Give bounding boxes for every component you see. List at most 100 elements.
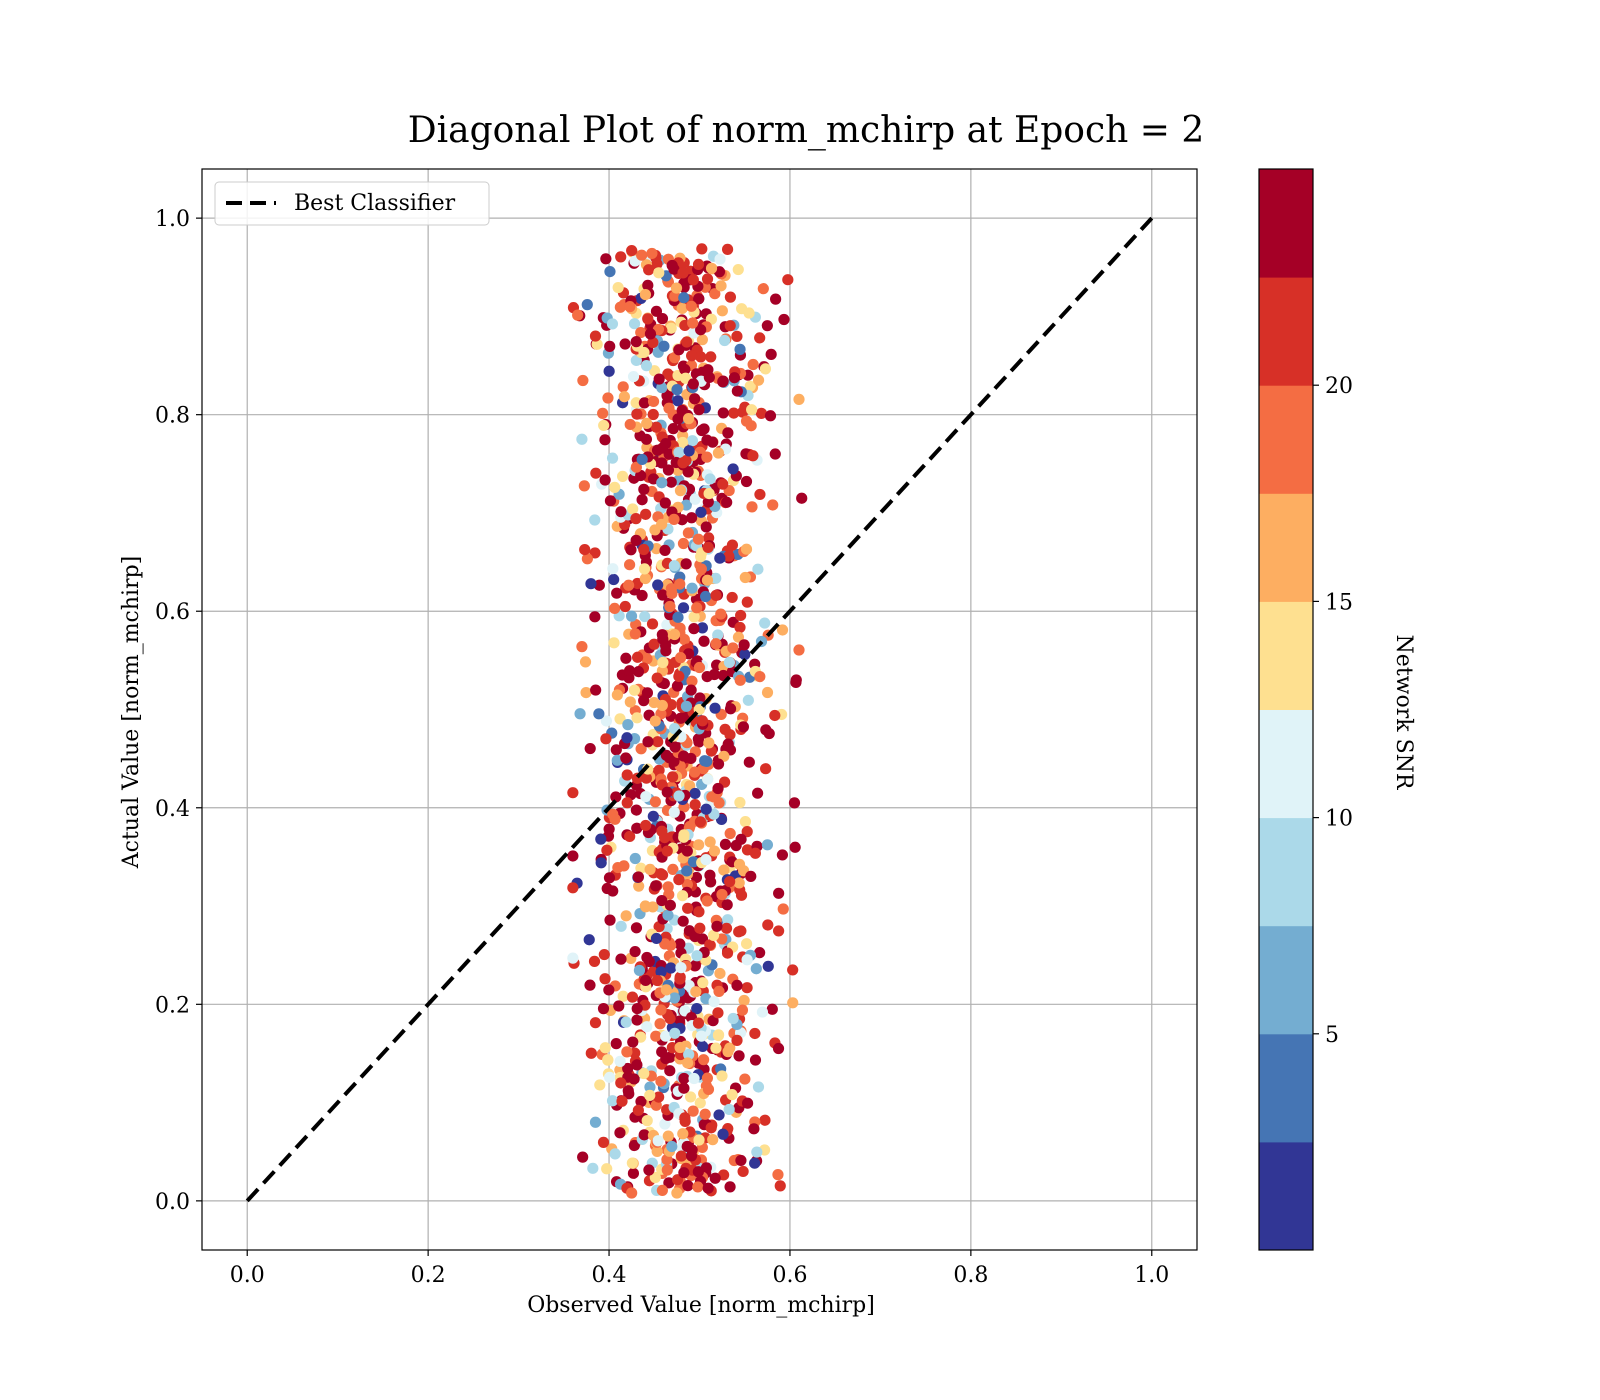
scatter-point xyxy=(639,572,651,585)
scatter-point xyxy=(701,273,714,285)
scatter-point xyxy=(701,755,713,767)
scatter-point xyxy=(679,363,691,376)
best-classifier-line xyxy=(245,216,1154,1203)
scatter-point xyxy=(689,960,701,972)
scatter-point xyxy=(615,1077,627,1089)
scatter-point xyxy=(681,336,693,348)
scatter-point xyxy=(688,1072,700,1085)
scatter-point xyxy=(662,1130,674,1142)
scatter-point xyxy=(715,280,727,292)
scatter-point xyxy=(712,782,724,795)
scatter-point xyxy=(567,850,579,862)
scatter-point xyxy=(740,543,753,555)
scatter-point xyxy=(666,1140,678,1153)
scatter-point xyxy=(680,558,692,570)
colorbar-tick-label: 20 xyxy=(1325,374,1353,399)
scatter-point xyxy=(723,550,735,562)
scatter-point xyxy=(747,358,759,371)
scatter-point xyxy=(601,1163,613,1175)
scatter-point xyxy=(631,712,643,724)
scatter-point xyxy=(608,573,620,586)
scatter-point xyxy=(698,1054,710,1066)
scatter-point xyxy=(738,639,750,651)
scatter-point xyxy=(628,684,641,696)
scatter-point xyxy=(695,563,707,575)
scatter-point xyxy=(659,938,671,950)
scatter-point xyxy=(668,992,681,1004)
scatter-point xyxy=(638,1067,650,1080)
scatter-point xyxy=(656,1184,668,1197)
scatter-point xyxy=(694,816,706,828)
scatter-point xyxy=(655,1075,667,1087)
scatter-point xyxy=(788,797,801,809)
scatter-point xyxy=(769,709,781,722)
scatter-point xyxy=(790,674,802,686)
scatter-point xyxy=(647,408,659,421)
scatter-point xyxy=(579,656,592,668)
scatter-point xyxy=(773,925,785,937)
scatter-point xyxy=(600,733,612,745)
scatter-point xyxy=(611,587,623,599)
scatter-point xyxy=(702,496,714,508)
scatter-point xyxy=(636,494,648,506)
scatter-point xyxy=(689,393,701,405)
scatter-point xyxy=(657,589,669,601)
colorbar-tick-label: 15 xyxy=(1325,590,1353,615)
scatter-point xyxy=(663,1177,675,1189)
scatter-point xyxy=(660,984,672,996)
scatter-point xyxy=(662,909,674,921)
scatter-point xyxy=(721,496,733,508)
scatter-point xyxy=(671,680,684,692)
scatter-point xyxy=(739,648,751,661)
scatter-point xyxy=(749,1027,761,1040)
scatter-point xyxy=(702,1083,715,1095)
scatter-point xyxy=(650,421,662,433)
x-tick-label: 0.8 xyxy=(953,1263,988,1288)
scatter-point xyxy=(577,1151,589,1163)
scatter-point xyxy=(658,340,670,352)
scatter-point xyxy=(604,914,616,926)
x-tick-label: 0.6 xyxy=(772,1263,807,1288)
colorbar-label: Network SNR xyxy=(1391,635,1416,791)
scatter-point xyxy=(606,318,619,330)
scatter-point xyxy=(599,1042,611,1054)
scatter-point xyxy=(699,1108,711,1120)
scatter-point xyxy=(693,1134,705,1146)
scatter-point xyxy=(647,336,659,349)
scatter-point xyxy=(734,796,746,809)
scatter-point xyxy=(589,611,601,623)
scatter-point xyxy=(656,382,668,394)
scatter-point xyxy=(636,453,648,466)
scatter-point xyxy=(710,638,722,650)
scatter-point xyxy=(713,985,725,998)
scatter-point xyxy=(754,670,766,683)
scatter-point xyxy=(759,1114,771,1126)
scatter-point xyxy=(576,641,588,653)
scatter-point xyxy=(761,839,774,851)
scatter-point xyxy=(567,882,579,894)
scatter-point xyxy=(682,902,694,914)
scatter-point xyxy=(676,302,688,315)
scatter-point xyxy=(630,513,642,525)
scatter-point xyxy=(663,402,675,414)
scatter-point xyxy=(681,845,693,857)
scatter-point xyxy=(589,330,602,342)
scatter-point xyxy=(625,544,637,556)
x-tick-label: 0.2 xyxy=(411,1263,446,1288)
scatter-point xyxy=(627,1167,640,1179)
scatter-point xyxy=(722,1046,734,1058)
scatter-point xyxy=(678,831,690,843)
scatter-point xyxy=(595,857,607,869)
scatter-point xyxy=(723,1103,735,1116)
scatter-point xyxy=(589,547,601,559)
scatter-point xyxy=(677,537,690,550)
scatter-point xyxy=(624,301,636,313)
scatter-point xyxy=(630,534,642,546)
scatter-point xyxy=(689,766,701,778)
scatter-point xyxy=(656,825,668,837)
scatter-point xyxy=(718,1169,730,1181)
scatter-point xyxy=(599,434,611,446)
scatter-point xyxy=(652,1135,664,1147)
scatter-point xyxy=(567,952,579,964)
scatter-point xyxy=(656,457,668,469)
